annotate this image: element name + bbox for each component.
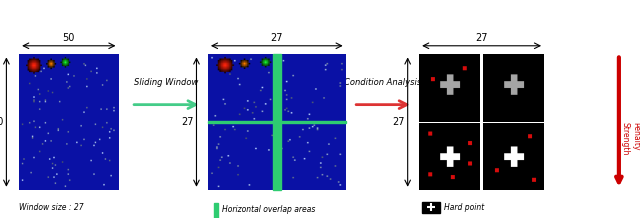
Text: 27: 27 (476, 32, 488, 43)
Text: Sliding Window: Sliding Window (134, 78, 198, 87)
Text: 50: 50 (0, 117, 3, 127)
Text: 50: 50 (63, 32, 75, 43)
Text: 27: 27 (181, 117, 194, 127)
Text: Window size : 27: Window size : 27 (19, 203, 84, 212)
Bar (422, 202, 440, 213)
Text: 27: 27 (392, 117, 405, 127)
Text: Horizontal overlap areas: Horizontal overlap areas (222, 205, 316, 214)
Text: Hard point: Hard point (444, 203, 484, 212)
Text: Condition Analysis: Condition Analysis (344, 78, 422, 87)
Text: 27: 27 (271, 32, 283, 43)
Bar (214, 203, 218, 218)
Text: Penalty
Strength: Penalty Strength (621, 122, 640, 155)
